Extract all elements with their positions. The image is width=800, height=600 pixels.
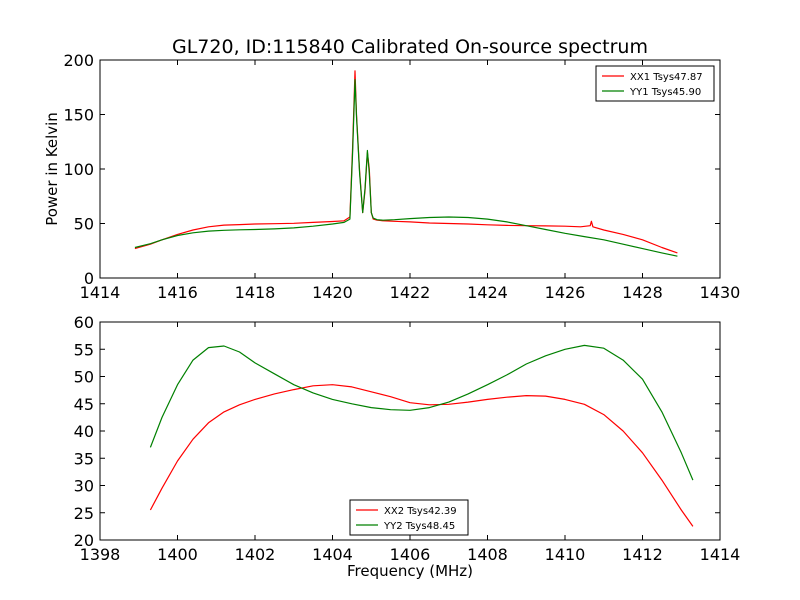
- y-tick-label: 50: [74, 368, 94, 387]
- y-tick-label: 40: [74, 422, 94, 441]
- y-tick-label: 35: [74, 449, 94, 468]
- x-tick-label: 1404: [312, 545, 353, 564]
- y-tick-label: 25: [74, 504, 94, 523]
- x-tick-label: 1416: [157, 283, 198, 302]
- x-tick-label: 1408: [467, 545, 508, 564]
- x-tick-label: 1428: [622, 283, 663, 302]
- y-tick-label: 45: [74, 395, 94, 414]
- legend-label: YY1 Tsys45.90: [629, 87, 701, 98]
- y-tick-label: 0: [84, 269, 94, 288]
- top-chart-series: [134, 70, 678, 257]
- series-line-2: [149, 344, 694, 481]
- bottom-chart-xlabel: Frequency (MHz): [347, 562, 473, 580]
- y-tick-label: 100: [63, 160, 94, 179]
- legend-box: [595, 65, 715, 102]
- x-tick-label: 1406: [390, 545, 431, 564]
- x-tick-label: 1398: [80, 545, 121, 564]
- x-tick-label: 1414: [80, 283, 121, 302]
- x-tick-label: 1422: [390, 283, 431, 302]
- y-tick-label: 60: [74, 313, 94, 332]
- y-tick-label: 55: [74, 340, 94, 359]
- bottom-chart-legend: XX2 Tsys42.39 YY2 Tsys48.45: [349, 499, 469, 536]
- y-tick-label: 30: [74, 477, 94, 496]
- x-tick-label: 1412: [622, 545, 663, 564]
- legend-label: YY2 Tsys48.45: [383, 521, 455, 532]
- y-tick-label: 20: [74, 531, 94, 550]
- x-tick-label: 1400: [157, 545, 198, 564]
- top-chart-legend: XX1 Tsys47.87 YY1 Tsys45.90: [595, 65, 715, 102]
- top-chart-title: GL720, ID:115840 Calibrated On-source sp…: [172, 36, 648, 58]
- x-tick-label: 1414: [700, 545, 741, 564]
- series-line-1: [149, 384, 694, 527]
- bottom-chart-ticks: 1398 1400 1402 1404 1406 1408 1410 1412 1414 20 25…: [74, 313, 741, 564]
- x-tick-label: 1418: [235, 283, 276, 302]
- x-tick-label: 1410: [545, 545, 586, 564]
- x-tick-label: 1424: [467, 283, 508, 302]
- legend-box: [349, 499, 469, 536]
- bottom-chart: Frequency (MHz) 1398 1400 1402 1404 1406 1408…: [74, 313, 741, 580]
- series-line-2: [134, 78, 678, 257]
- top-chart: GL720, ID:115840 Calibrated On-source sp…: [43, 36, 740, 302]
- top-chart-ticks: 1414 1416 1418 1420 1422 1424 1426 1428 1430 0 50 1…: [63, 51, 740, 302]
- y-tick-label: 200: [63, 51, 94, 70]
- y-tick-label: 150: [63, 106, 94, 125]
- bottom-chart-series: [149, 344, 694, 527]
- legend-label: XX1 Tsys47.87: [630, 72, 703, 83]
- x-tick-label: 1420: [312, 283, 353, 302]
- x-tick-label: 1402: [235, 545, 276, 564]
- legend-label: XX2 Tsys42.39: [384, 506, 457, 517]
- x-tick-label: 1430: [700, 283, 741, 302]
- y-tick-label: 50: [74, 215, 94, 234]
- x-tick-label: 1426: [545, 283, 586, 302]
- top-chart-ylabel: Power in Kelvin: [43, 112, 61, 226]
